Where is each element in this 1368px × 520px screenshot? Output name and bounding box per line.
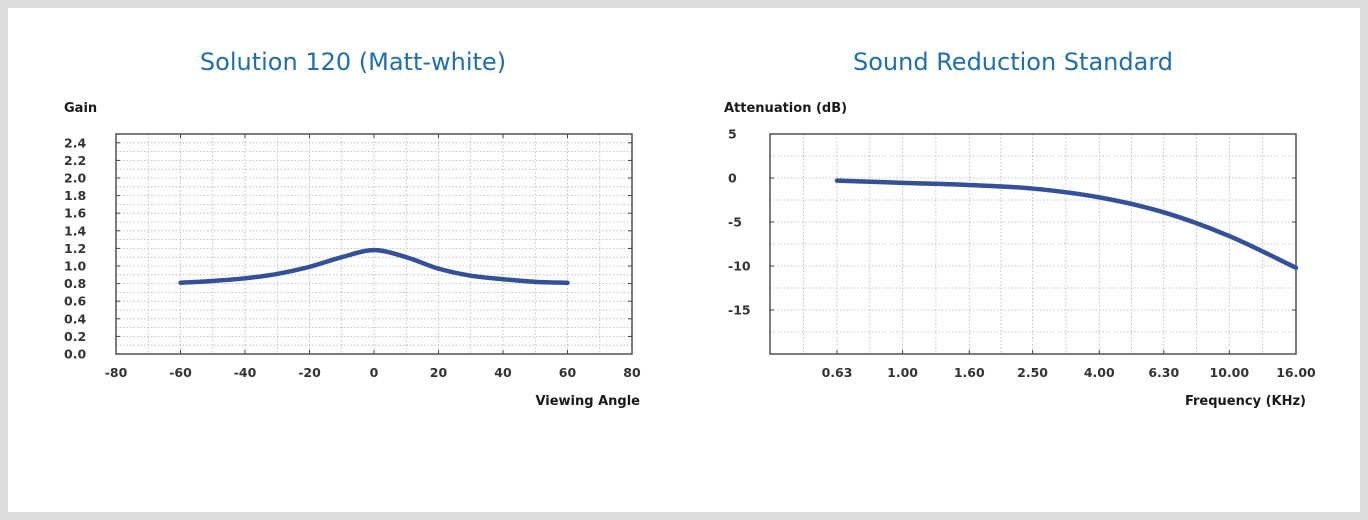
sound-series-line <box>834 178 1299 271</box>
sound-y-tick-label: -15 <box>728 303 751 318</box>
sound-chart: Attenuation (dB) Frequency (KHz) 5 0 -5 -10 -1… <box>724 101 1316 409</box>
page-frame: Solution 120 (Matt-white) Gain Viewing An… <box>8 8 1360 512</box>
gain-y-tick-label: 2.4 <box>64 135 86 150</box>
sound-y-axis-label: Attenuation (dB) <box>724 101 847 116</box>
gain-x-tick-label: 20 <box>430 365 448 380</box>
sound-x-tick-label: 4.00 <box>1084 365 1115 380</box>
sound-x-tick-label: 16.00 <box>1276 365 1316 380</box>
sound-x-tick-label: 6.30 <box>1148 365 1179 380</box>
sound-x-tick-label: 10.00 <box>1210 365 1250 380</box>
gain-y-tick-label: 0.6 <box>64 294 86 309</box>
sound-y-tick-label: 5 <box>728 127 737 142</box>
gain-chart: Gain Viewing Angle 0.0 0.2 0.4 0.6 0.8 1.0 1.2 1.… <box>64 101 641 409</box>
sound-chart-title: Sound Reduction Standard <box>853 48 1173 76</box>
gain-series-line <box>178 247 570 285</box>
sound-y-tick-label: -5 <box>728 215 742 230</box>
sound-x-tick-label: 1.00 <box>887 365 918 380</box>
gain-x-tick-label: 80 <box>623 365 641 380</box>
gain-y-tick-label: 1.4 <box>64 223 86 238</box>
sound-x-tick-label: 0.63 <box>822 365 853 380</box>
sound-x-tick-label: 2.50 <box>1017 365 1048 380</box>
gain-y-tick-label: 1.2 <box>64 241 86 256</box>
gain-y-tick-label: 2.0 <box>64 171 86 186</box>
gain-x-tick-label: -80 <box>105 365 128 380</box>
gain-y-tick-label: 0.0 <box>64 347 86 362</box>
gain-x-tick-label: 40 <box>494 365 512 380</box>
gain-chart-title: Solution 120 (Matt-white) <box>199 48 507 76</box>
gain-x-axis-label: Viewing Angle <box>535 394 640 409</box>
gain-y-axis-label: Gain <box>64 101 97 116</box>
gain-y-tick-label: 0.8 <box>64 276 86 291</box>
gain-y-tick-label: 1.6 <box>64 206 86 221</box>
sound-y-tick-label: 0 <box>728 171 737 186</box>
gain-y-tick-label: 0.4 <box>64 311 86 326</box>
gain-y-tick-label: 2.2 <box>64 153 86 168</box>
gain-y-tick-label: 0.2 <box>64 329 86 344</box>
gain-x-tick-label: -60 <box>169 365 192 380</box>
gain-y-tick-label: 1.8 <box>64 188 86 203</box>
sound-x-axis-label: Frequency (KHz) <box>1185 394 1306 409</box>
gain-y-tick-label: 1.0 <box>64 259 86 274</box>
sound-x-tick-label: 1.60 <box>954 365 985 380</box>
gain-x-tick-label: 60 <box>559 365 577 380</box>
gain-x-tick-label: 0 <box>370 365 379 380</box>
gain-x-tick-label: -20 <box>298 365 321 380</box>
sound-y-tick-label: -10 <box>728 259 751 274</box>
gain-x-tick-label: -40 <box>234 365 257 380</box>
